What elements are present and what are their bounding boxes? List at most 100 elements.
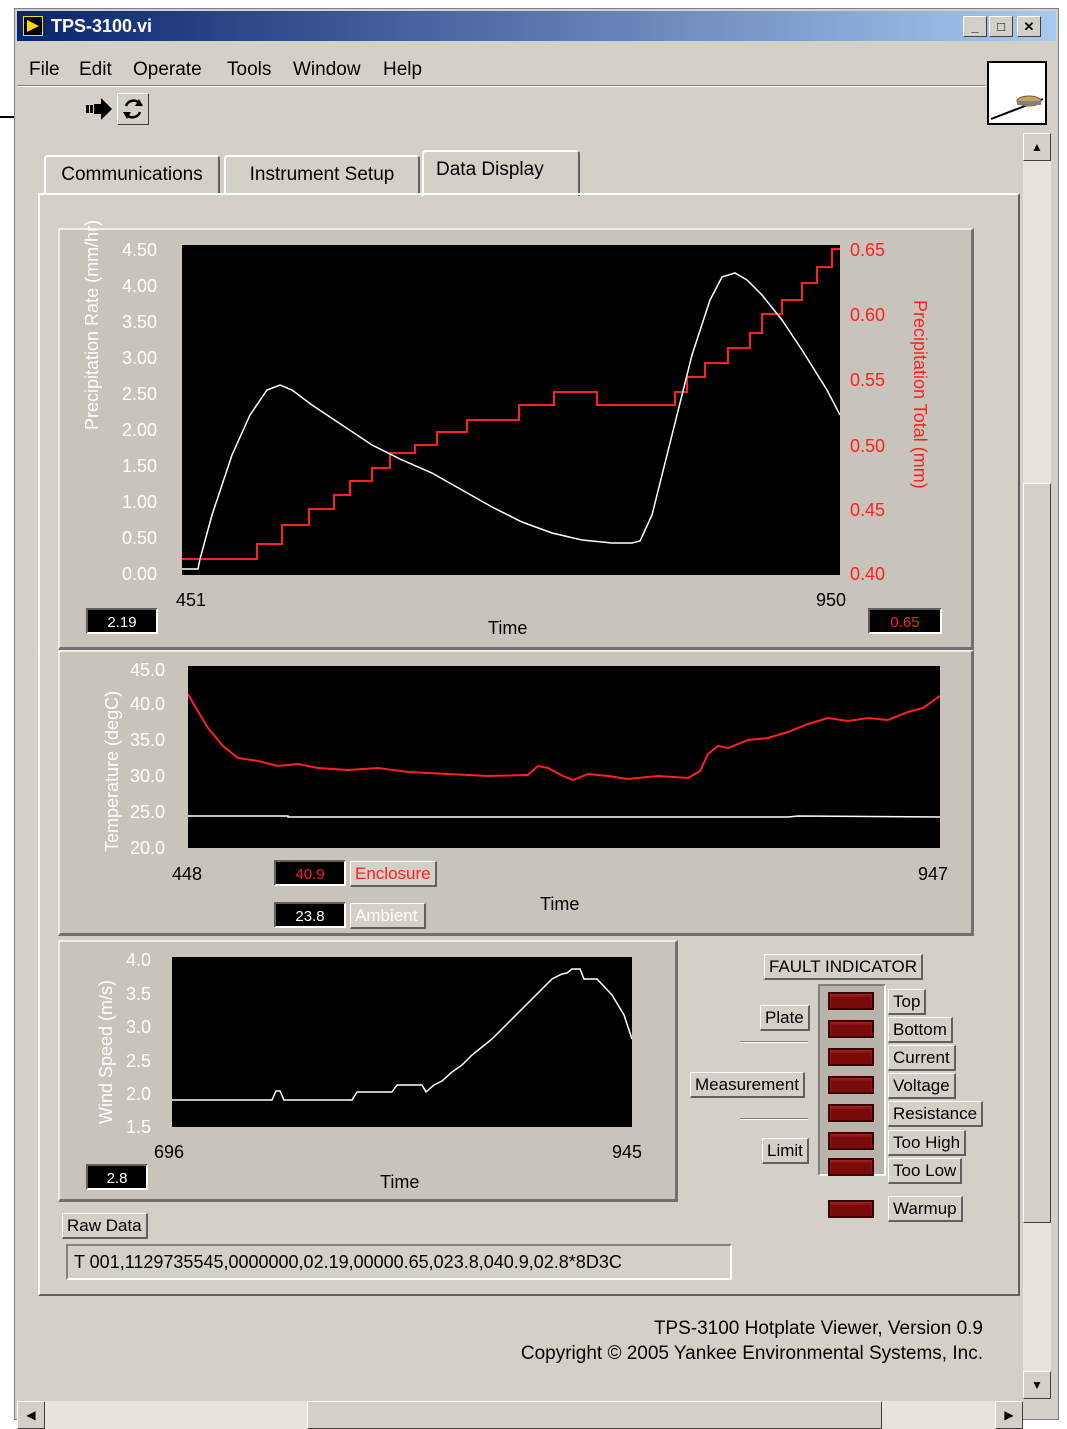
temperature-plot-area <box>187 666 941 848</box>
precip-left-tick: 3.50 <box>122 312 158 332</box>
fault-label-resistance: Resistance <box>888 1101 984 1127</box>
temp-tick: 45.0 <box>130 660 166 680</box>
wind-plot-area <box>172 957 633 1127</box>
version-text: TPS-3100 Hotplate Viewer, Version 0.9 <box>653 1318 983 1339</box>
copyright-text: Copyright © 2005 Yankee Environmental Sy… <box>520 1343 983 1364</box>
wind-trace-svg <box>172 968 633 1101</box>
led-voltage <box>828 1076 874 1094</box>
wind-tick: 3.0 <box>126 1017 152 1037</box>
fault-label-voltage: Voltage <box>888 1073 956 1099</box>
precip-left-tick: 0.50 <box>122 528 158 548</box>
menu-file[interactable]: File <box>29 59 60 80</box>
led-too-low <box>828 1158 874 1176</box>
minimize-button[interactable]: _ <box>963 16 987 37</box>
temp-x-label: Time <box>540 894 580 914</box>
run-continuously-icon[interactable] <box>117 93 149 125</box>
fault-group-divider <box>740 1041 808 1043</box>
precip-rate-axis-label: Precipitation Rate (mm/hr) <box>82 219 102 430</box>
menu-help[interactable]: Help <box>383 59 423 80</box>
temp-tick: 35.0 <box>130 730 166 750</box>
precipitation-traces <box>182 248 841 570</box>
precip-left-tick: 2.00 <box>122 420 158 440</box>
wind-x-max: 945 <box>612 1142 643 1162</box>
temp-tick: 30.0 <box>130 766 166 786</box>
led-bottom <box>828 1020 874 1038</box>
fault-group-measurement: Measurement <box>690 1072 805 1098</box>
enclosure-readout: 40.9 <box>274 860 346 886</box>
precip-left-tick: 3.00 <box>122 348 158 368</box>
fault-label-too-low: Too Low <box>888 1158 963 1184</box>
precip-left-tick: 1.00 <box>122 492 158 512</box>
fault-group-limit: Limit <box>762 1138 809 1164</box>
precip-right-tick: 0.40 <box>850 564 886 584</box>
maximize-button[interactable]: □ <box>989 16 1013 37</box>
precipitation-plot-area <box>182 245 841 575</box>
tab-data-display[interactable]: Data Display <box>422 150 580 196</box>
vertical-scroll-thumb[interactable] <box>1023 483 1051 1223</box>
ambient-label: Ambient <box>350 903 426 929</box>
precip-right-tick: 0.65 <box>850 240 886 260</box>
title-bar: TPS-3100.vi _ □ ✕ <box>17 11 1056 41</box>
raw-data-string: T 001,1129735545,0000000,02.19,00000.65,… <box>66 1244 732 1280</box>
tab-communications[interactable]: Communications <box>44 155 220 195</box>
led-warmup <box>828 1200 874 1218</box>
precip-x-max: 950 <box>816 590 847 610</box>
precip-right-tick: 0.55 <box>850 370 886 390</box>
precip-rate-readout: 2.19 <box>86 608 158 634</box>
precip-left-tick: 4.00 <box>122 276 158 296</box>
vi-connector-icon <box>987 61 1047 125</box>
fault-label-too-high: Too High <box>888 1130 967 1156</box>
enclosure-label: Enclosure <box>350 861 437 887</box>
scroll-up-icon[interactable]: ▲ <box>1023 133 1051 161</box>
toolbar <box>17 89 985 127</box>
labview-vi-icon <box>23 16 43 36</box>
data-display-page <box>38 193 1020 1296</box>
menu-separator <box>17 85 985 87</box>
menu-window[interactable]: Window <box>293 59 361 80</box>
precip-left-tick: 4.50 <box>122 240 158 260</box>
wind-tick: 3.5 <box>126 984 152 1004</box>
precip-x-min: 451 <box>176 590 207 610</box>
temp-x-max: 947 <box>918 864 949 884</box>
raw-data-label: Raw Data <box>62 1213 148 1239</box>
menu-tools[interactable]: Tools <box>227 59 272 80</box>
precip-right-tick: 0.45 <box>850 500 886 520</box>
menu-edit[interactable]: Edit <box>79 59 112 80</box>
wind-tick: 4.0 <box>126 950 152 970</box>
fault-label-top: Top <box>888 989 927 1015</box>
led-too-high <box>828 1132 874 1150</box>
precip-x-label: Time <box>488 618 528 638</box>
precip-total-axis-label: Precipitation Total (mm) <box>910 300 930 489</box>
close-button[interactable]: ✕ <box>1017 16 1041 37</box>
wind-x-min: 696 <box>154 1142 185 1162</box>
temp-x-min: 448 <box>172 864 203 884</box>
menu-bar: File Edit Operate Tools Window Help <box>17 55 987 83</box>
tab-instrument-setup[interactable]: Instrument Setup <box>224 155 420 195</box>
temp-tick: 40.0 <box>130 694 166 714</box>
fault-label-current: Current <box>888 1045 956 1071</box>
run-arrow-icon[interactable] <box>85 95 113 123</box>
scroll-down-icon[interactable]: ▼ <box>1023 1371 1051 1399</box>
precip-left-tick: 0.00 <box>122 564 158 584</box>
temperature-axis-label: Temperature (degC) <box>102 690 122 852</box>
precip-left-tick: 1.50 <box>122 456 158 476</box>
precip-right-tick: 0.60 <box>850 305 886 325</box>
vertical-scrollbar[interactable]: ▲ ▼ <box>1023 133 1051 1399</box>
fault-group-divider <box>740 1118 808 1120</box>
led-resistance <box>828 1104 874 1122</box>
wind-tick: 2.5 <box>126 1051 152 1071</box>
fault-indicator-title: FAULT INDICATOR <box>764 954 923 980</box>
temperature-traces <box>187 693 941 818</box>
scroll-left-icon[interactable]: ◀ <box>17 1401 45 1429</box>
enclosure-trace <box>187 693 941 782</box>
horizontal-scrollbar[interactable]: ◀ ▶ <box>17 1401 1023 1429</box>
wind-speed-trace <box>172 968 633 1101</box>
precip-left-tick: 2.50 <box>122 384 158 404</box>
menu-operate[interactable]: Operate <box>133 59 202 80</box>
wind-readout: 2.8 <box>86 1164 148 1190</box>
fault-label-warmup: Warmup <box>888 1196 963 1222</box>
ambient-readout: 23.8 <box>274 902 346 928</box>
fault-group-plate: Plate <box>760 1005 810 1031</box>
window-title: TPS-3100.vi <box>51 16 153 36</box>
precipitation-rate-trace <box>182 272 841 570</box>
